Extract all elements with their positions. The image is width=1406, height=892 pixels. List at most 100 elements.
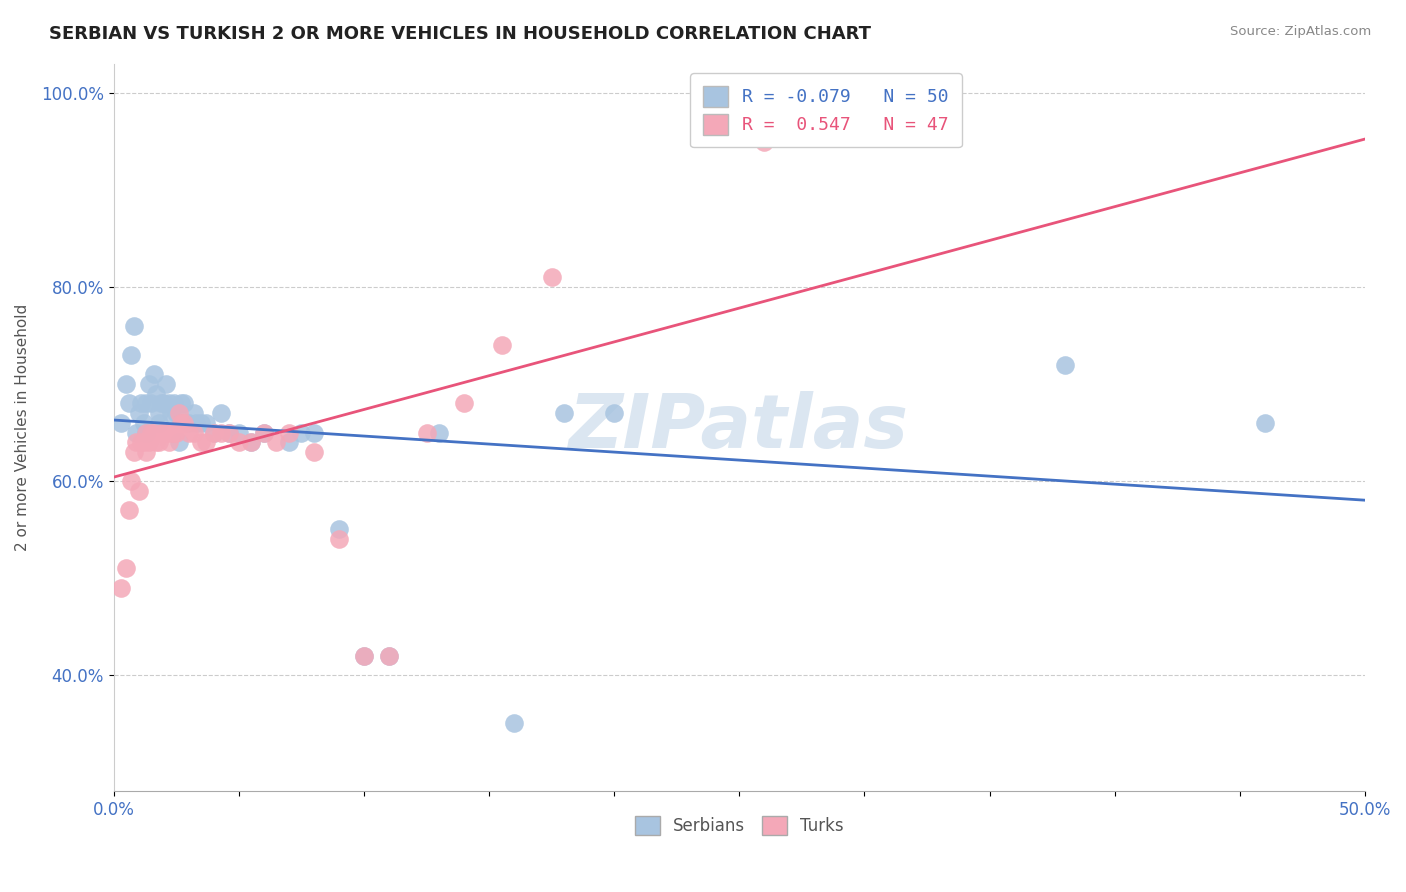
Point [278,425,301,440]
Point [128,483,150,498]
Point [553,406,575,420]
Point [190,435,212,450]
Point [754,135,776,149]
Point [170,416,193,430]
Point [148,416,170,430]
Point [173,416,195,430]
Point [110,581,132,595]
Point [278,435,301,450]
Point [453,396,475,410]
Point [153,396,176,410]
Point [125,425,148,440]
Point [122,445,145,459]
Point [120,348,142,362]
Point [157,435,180,450]
Point [240,435,263,450]
Point [195,435,218,450]
Point [118,396,141,410]
Point [165,425,187,440]
Point [167,406,190,420]
Point [209,406,232,420]
Point [135,425,157,440]
Point [165,406,187,420]
Point [266,435,288,450]
Point [177,416,200,430]
Point [603,406,626,420]
Point [163,425,186,440]
Point [415,425,437,440]
Point [209,425,232,440]
Point [142,425,165,440]
Point [353,648,375,663]
Point [491,338,513,352]
Point [240,435,263,450]
Point [195,416,218,430]
Point [228,435,250,450]
Point [141,425,163,440]
Point [427,425,450,440]
Point [148,435,170,450]
Point [115,377,138,392]
Point [110,416,132,430]
Legend: Serbians, Turks: Serbians, Turks [624,805,853,845]
Point [228,425,250,440]
Point [120,474,142,488]
Point [378,648,401,663]
Point [183,406,205,420]
Point [115,561,138,575]
Point [218,425,240,440]
Point [150,425,173,440]
Point [302,425,325,440]
Point [148,406,170,420]
Point [1053,358,1076,372]
Text: SERBIAN VS TURKISH 2 OR MORE VEHICLES IN HOUSEHOLD CORRELATION CHART: SERBIAN VS TURKISH 2 OR MORE VEHICLES IN… [49,25,872,43]
Point [155,377,177,392]
Point [183,425,205,440]
Point [132,416,155,430]
Point [138,377,160,392]
Point [253,425,276,440]
Point [328,523,350,537]
Point [1254,416,1277,430]
Point [145,435,167,450]
Point [135,445,157,459]
Point [125,435,148,450]
Point [190,416,212,430]
Text: Source: ZipAtlas.com: Source: ZipAtlas.com [1230,25,1371,38]
Point [138,435,160,450]
Point [128,406,150,420]
Point [131,435,153,450]
Point [157,396,180,410]
Point [540,270,562,285]
Point [142,368,165,382]
Point [155,425,177,440]
Point [177,425,200,440]
Text: ZIPatlas: ZIPatlas [569,392,910,464]
Point [118,503,141,517]
Point [160,425,183,440]
Point [153,425,176,440]
Point [170,396,193,410]
Point [135,396,157,410]
Point [163,396,186,410]
Point [253,425,276,440]
Point [173,396,195,410]
Point [145,386,167,401]
Point [328,532,350,546]
Point [131,396,153,410]
Point [290,425,312,440]
Point [202,425,225,440]
Point [122,318,145,333]
Point [302,445,325,459]
Point [167,435,190,450]
Point [141,396,163,410]
Point [378,648,401,663]
Point [503,716,526,731]
Y-axis label: 2 or more Vehicles in Household: 2 or more Vehicles in Household [15,304,30,551]
Point [202,425,225,440]
Point [353,648,375,663]
Point [135,425,157,440]
Point [132,435,155,450]
Point [186,416,208,430]
Point [218,425,240,440]
